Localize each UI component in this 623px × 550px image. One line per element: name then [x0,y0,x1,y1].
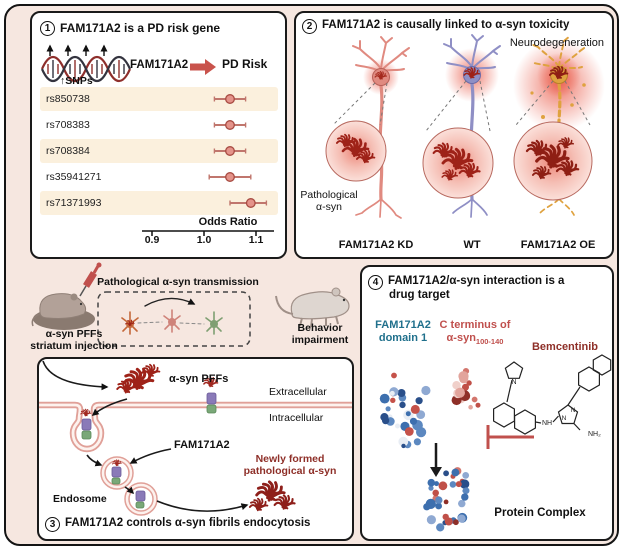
pffs-label: α-syn PFFs [169,373,229,385]
forest-row: rs708383 [40,113,278,137]
process-arrows [42,360,249,512]
forest-row: rs71371993 [40,191,278,215]
transmission-label: Pathological α-syn transmission [97,276,259,288]
asyn-inset-oe [513,121,593,201]
pathological-asyn-label: Pathological α-syn [300,189,358,214]
gene-label: FAM171A2 [130,59,189,71]
newly-formed-asyn-cluster [248,480,296,512]
pd-risk-label: PD Risk [222,57,268,71]
axis-tick: 1.0 [196,234,212,246]
axis-tick: 1.1 [248,234,264,246]
domain1-label: FAM171A2 domain 1 [375,319,431,344]
protein-domain1-structure [379,372,431,449]
drug-target-illustration: N NH N N NH₂ [379,354,612,532]
behavior-label: Behavior impairment [291,322,349,347]
asyn-inset-kd [325,120,387,182]
atom-label: NH [542,420,552,427]
endosome-label: Endosome [53,493,107,505]
group-label-wt: WT [463,239,481,251]
fam171a2-receptor-membrane [206,392,217,414]
atom-label: NH₂ [588,431,601,438]
snp-name: rs850738 [46,93,90,105]
cell-membrane [39,401,352,453]
up-arrow-icon: ↑ [60,75,66,87]
forest-plot-marks [142,94,274,236]
panel2-title: FAM171A2 is causally linked to α-syn tox… [322,19,570,31]
risk-arrow-icon [190,59,216,75]
snp-name: rs35941271 [46,171,102,183]
fam171a2-receptor-vesicle [111,466,122,485]
alpha-syn-cterm-structure [451,368,481,410]
inhibition-bar-icon [486,425,534,449]
binding-arrow-icon [430,443,442,477]
panel4-title-line2: drug target [389,289,450,301]
snps-label: SNPs [65,75,93,87]
vesicle-icon [100,456,134,490]
panel3-title: FAM171A2 controls α-syn fibrils endocyto… [65,517,311,529]
panel-pd-risk-gene: 1 FAM171A2 is a PD risk gene [30,11,287,259]
in-vivo-strip: Pathological α-syn transmission α-syn PF… [30,262,360,356]
bemcentinib-label: Bemcentinib [531,341,598,353]
axis-label: Odds Ratio [198,216,258,228]
cterm-label: C terminus of α-syn100-140 [439,319,511,346]
snp-name: rs708383 [46,119,90,131]
panel3-number-badge: 3 [45,517,60,532]
syringe-icon [79,262,102,297]
atom-label: N [511,379,516,386]
group-label-kd: FAM171A2 KD [338,239,414,251]
panel1-title: FAM171A2 is a PD risk gene [60,21,221,35]
panel4-title-line1: FAM171A2/α-syn interaction is a [388,275,565,287]
panel-endocytosis: α-syn PFFs Extracellular Intracellular F… [37,357,354,541]
snp-up-arrows-icon [46,44,108,56]
axis-tick: 0.9 [144,234,160,246]
injection-label: α-syn PFFs striatum injection [30,328,118,353]
asyn-pffs-cluster [116,363,161,395]
bemcentinib-structure-icon: N NH N N NH₂ [493,354,612,438]
asyn-inset-wt [422,127,494,199]
in-vivo-illustration [31,262,350,347]
intracellular-label: Intracellular [269,412,324,424]
protein-complex-structure [423,467,470,532]
panel-asyn-toxicity: 2 FAM171A2 is causally linked to α-syn t… [294,11,614,259]
atom-label: N [571,407,576,414]
panel-drug-target: N NH N N NH₂ 4 FAM171A2/α-syn interactio… [360,265,614,541]
mouse-injection-icon [31,262,102,330]
dna-helix-icon [40,44,132,83]
endosome-icon [124,482,158,516]
forest-row: rs35941271 [40,165,278,189]
neurons-illustration [325,34,605,219]
newly-formed-label: Newly formed pathological α-syn [243,453,337,478]
neurodegeneration-label: Neurodegeneration [509,37,604,49]
transmission-box [97,291,251,347]
group-label-oe: FAM171A2 OE [520,239,596,251]
panel2-number-badge: 2 [302,19,317,34]
endocytosis-illustration [39,360,352,516]
forest-row: rs850738 [40,87,278,111]
snp-name: rs708384 [46,145,90,157]
extracellular-label: Extracellular [269,386,327,398]
figure-frame: 1 FAM171A2 is a PD risk gene [4,4,619,546]
protein-complex-label: Protein Complex [494,507,586,519]
panel1-number-badge: 1 [40,21,55,36]
mouse-behavior-icon [275,287,350,328]
fam171a2-receptor-pit [81,418,92,440]
fam171a2-label: FAM171A2 [174,439,230,451]
transmission-neurons-icon [121,297,223,335]
fam171a2-receptor-endosome [135,490,146,509]
panel4-number-badge: 4 [368,275,383,290]
atom-label: N [562,415,567,422]
snp-name: rs71371993 [46,197,102,209]
